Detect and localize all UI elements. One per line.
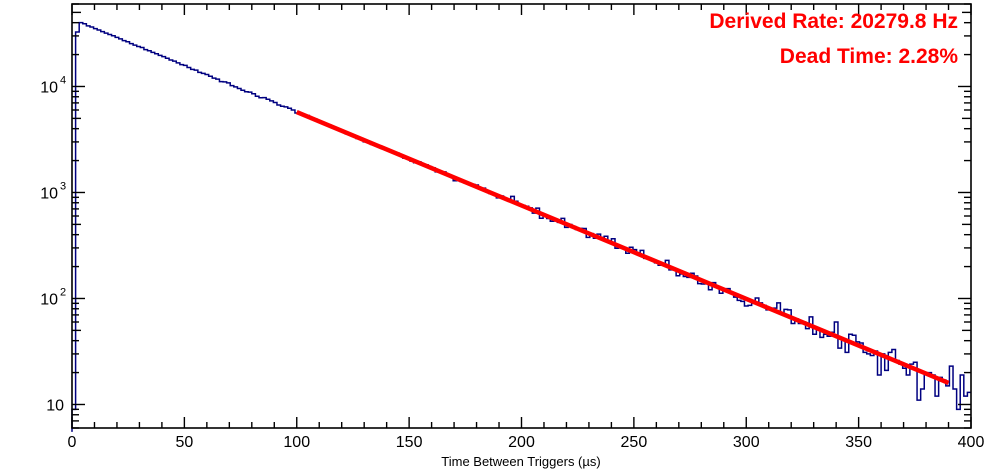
svg-text:10: 10 xyxy=(40,291,58,308)
x-tick-label: 300 xyxy=(733,434,760,451)
x-tick-label: 350 xyxy=(845,434,872,451)
svg-text:2: 2 xyxy=(60,286,66,298)
derived-rate-annotation: Derived Rate: 20279.8 Hz xyxy=(709,10,958,33)
y-tick-label: 10 xyxy=(46,397,64,414)
x-tick-label: 200 xyxy=(508,434,535,451)
y-tick-label: 10 2 xyxy=(40,286,66,308)
y-axis-ticks xyxy=(72,3,971,429)
x-tick-label: 400 xyxy=(958,434,985,451)
x-tick-label: 150 xyxy=(396,434,423,451)
x-axis-ticks xyxy=(71,4,972,428)
x-axis-title: Time Between Triggers (µs) xyxy=(441,454,600,469)
y-tick-label: 10 4 xyxy=(40,74,66,96)
x-tick-label: 50 xyxy=(175,434,193,451)
svg-text:10: 10 xyxy=(40,185,58,202)
svg-text:10: 10 xyxy=(40,79,58,96)
x-tick-label: 0 xyxy=(68,434,77,451)
y-tick-label: 10 3 xyxy=(40,180,66,202)
dead-time-annotation: Dead Time: 2.28% xyxy=(780,45,959,68)
exponential-fit-series xyxy=(295,110,950,385)
svg-text:4: 4 xyxy=(60,74,66,86)
svg-text:3: 3 xyxy=(60,180,66,192)
svg-text:10: 10 xyxy=(46,397,64,414)
x-axis-tick-labels: 0 50 100 150 200 250 300 350 400 xyxy=(68,434,985,451)
x-tick-label: 250 xyxy=(621,434,648,451)
x-tick-label: 100 xyxy=(283,434,310,451)
